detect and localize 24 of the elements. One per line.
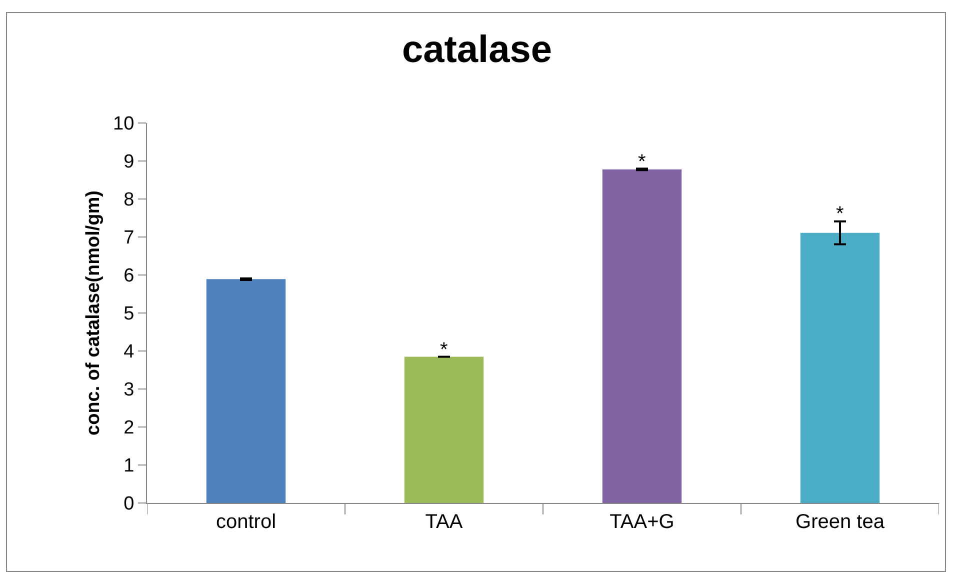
x-tick-label: Green tea [796, 511, 886, 533]
y-tick-label: 8 [124, 190, 134, 211]
y-tick-label: 4 [124, 342, 135, 363]
y-tick-label: 0 [124, 494, 134, 515]
annotation: * [836, 203, 844, 225]
bar [206, 279, 286, 503]
bar [800, 232, 880, 503]
y-axis-title: conc. of catalase(nmol/gm) [83, 190, 104, 436]
x-tick-label: TAA [425, 511, 464, 533]
x-tick-label: TAA+G [610, 511, 674, 533]
y-tick-label: 3 [124, 380, 134, 401]
y-tick-label: 10 [113, 114, 134, 135]
y-tick-label: 2 [124, 418, 134, 439]
x-tick-label: control [216, 511, 276, 533]
annotation: * [440, 339, 448, 361]
bar [404, 356, 484, 503]
annotation: * [638, 151, 646, 173]
bar [602, 169, 682, 503]
y-tick-label: 1 [124, 456, 134, 477]
y-tick-label: 6 [124, 266, 134, 287]
y-tick-label: 7 [124, 228, 134, 249]
y-tick-label: 5 [124, 304, 134, 325]
y-tick-label: 9 [124, 152, 134, 173]
chart-title: catalase [402, 29, 552, 71]
